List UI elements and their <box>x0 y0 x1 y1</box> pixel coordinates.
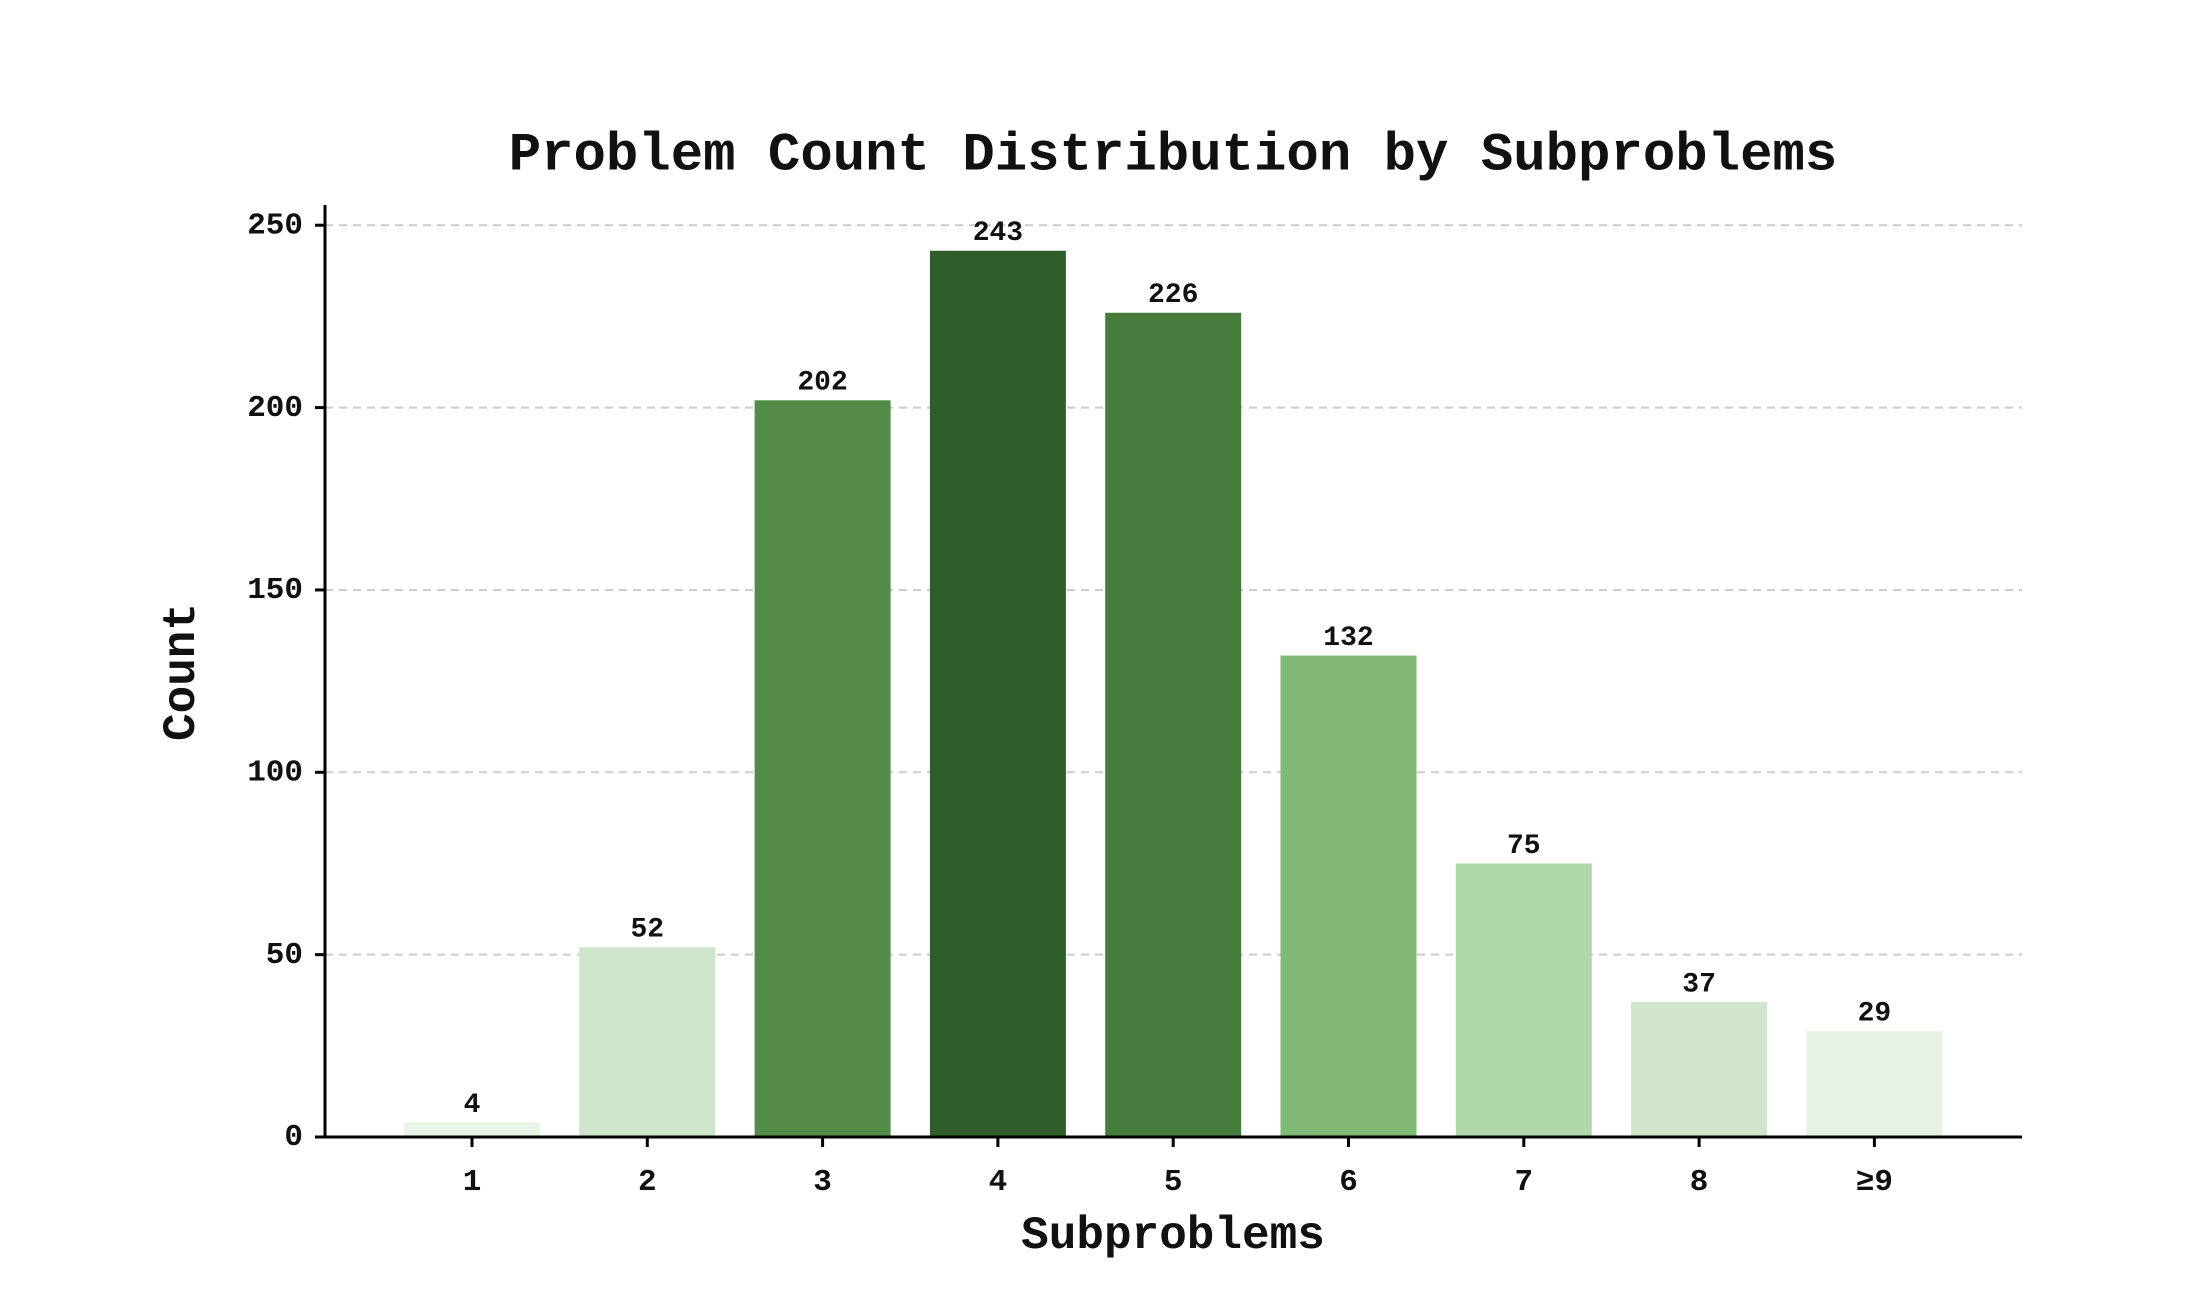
x-tick-label: 7 <box>1514 1165 1533 1200</box>
value-label: 4 <box>464 1090 481 1121</box>
y-tick-label: 100 <box>247 755 303 790</box>
y-tick-label: 250 <box>247 208 303 243</box>
x-axis-label: Subproblems <box>1021 1210 1325 1262</box>
y-tick-label: 50 <box>266 938 303 973</box>
value-label: 52 <box>630 915 664 946</box>
value-label: 75 <box>1507 831 1541 862</box>
bar <box>1280 655 1417 1137</box>
bar <box>1455 863 1592 1137</box>
value-label: 202 <box>797 368 847 399</box>
x-tick-label: 5 <box>1164 1165 1183 1200</box>
y-tick-label: 0 <box>284 1120 303 1155</box>
x-tick-label: 8 <box>1690 1165 1709 1200</box>
value-label: 226 <box>1148 280 1198 311</box>
bar <box>929 250 1066 1137</box>
y-tick-label: 200 <box>247 391 303 426</box>
x-tick-label: 1 <box>463 1165 482 1200</box>
bar <box>1631 1002 1768 1137</box>
y-axis-label: Count <box>156 603 208 741</box>
x-tick-label: ≥9 <box>1856 1165 1893 1200</box>
x-tick-label: 2 <box>638 1165 657 1200</box>
x-tick-label: 3 <box>813 1165 832 1200</box>
bar <box>1105 312 1242 1137</box>
value-label: 37 <box>1682 969 1716 1000</box>
bar <box>579 947 716 1137</box>
value-label: 29 <box>1858 999 1892 1030</box>
bar <box>404 1122 540 1137</box>
x-tick-label: 6 <box>1339 1165 1358 1200</box>
chart-title: Problem Count Distribution by Subproblem… <box>509 125 1838 186</box>
value-label: 132 <box>1323 623 1373 654</box>
bar <box>1806 1031 1943 1137</box>
x-tick-label: 4 <box>989 1165 1008 1200</box>
value-label: 243 <box>973 218 1023 249</box>
bar <box>754 400 891 1137</box>
y-tick-label: 150 <box>247 573 303 608</box>
